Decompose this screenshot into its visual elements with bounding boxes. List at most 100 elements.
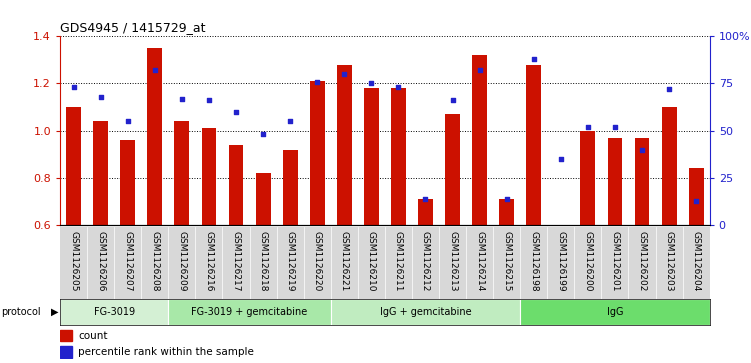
- Bar: [364, 88, 379, 225]
- Text: percentile rank within the sample: percentile rank within the sample: [78, 347, 254, 357]
- Bar: [683, 227, 710, 299]
- Point: [95, 94, 107, 99]
- Bar: [439, 227, 466, 299]
- Text: GSM1126202: GSM1126202: [638, 231, 647, 291]
- Bar: [309, 81, 324, 225]
- Text: FG-3019: FG-3019: [94, 307, 134, 317]
- Point: [501, 196, 513, 201]
- Text: GSM1126210: GSM1126210: [366, 231, 376, 291]
- Point: [555, 156, 567, 162]
- Bar: [575, 227, 602, 299]
- Bar: [330, 227, 357, 299]
- Point: [284, 118, 296, 124]
- Bar: [553, 225, 569, 265]
- Bar: [466, 227, 493, 299]
- Text: GSM1126216: GSM1126216: [204, 231, 213, 291]
- Point: [393, 84, 405, 90]
- Bar: [337, 65, 351, 225]
- Bar: [330, 299, 520, 325]
- Point: [447, 98, 459, 103]
- Bar: [282, 150, 297, 225]
- Text: GSM1126204: GSM1126204: [692, 231, 701, 291]
- Bar: [412, 227, 439, 299]
- Bar: [520, 227, 547, 299]
- Bar: [141, 227, 168, 299]
- Text: GDS4945 / 1415729_at: GDS4945 / 1415729_at: [60, 21, 206, 34]
- Text: GSM1126205: GSM1126205: [69, 231, 78, 291]
- Text: IgG + gemcitabine: IgG + gemcitabine: [380, 307, 472, 317]
- Text: GSM1126207: GSM1126207: [123, 231, 132, 291]
- Bar: [602, 227, 629, 299]
- Text: GSM1126198: GSM1126198: [529, 231, 538, 291]
- Point: [474, 68, 486, 73]
- Bar: [255, 173, 270, 225]
- Text: GSM1126209: GSM1126209: [177, 231, 186, 291]
- Bar: [303, 227, 330, 299]
- Bar: [547, 227, 575, 299]
- Bar: [445, 114, 460, 225]
- Bar: [201, 128, 216, 225]
- Point: [609, 124, 621, 130]
- Point: [68, 84, 80, 90]
- Text: GSM1126219: GSM1126219: [285, 231, 294, 291]
- Bar: [120, 140, 135, 225]
- Text: GSM1126214: GSM1126214: [475, 231, 484, 291]
- Bar: [60, 227, 87, 299]
- Point: [365, 81, 377, 86]
- Bar: [249, 227, 276, 299]
- Text: GSM1126221: GSM1126221: [339, 231, 348, 291]
- Bar: [228, 145, 243, 225]
- Text: IgG: IgG: [607, 307, 623, 317]
- Text: GSM1126212: GSM1126212: [421, 231, 430, 291]
- Text: GSM1126201: GSM1126201: [611, 231, 620, 291]
- Point: [690, 197, 702, 203]
- Bar: [60, 330, 72, 341]
- Bar: [195, 227, 222, 299]
- Text: GSM1126217: GSM1126217: [231, 231, 240, 291]
- Point: [311, 79, 323, 85]
- Bar: [493, 227, 520, 299]
- Bar: [662, 107, 677, 225]
- Bar: [608, 138, 623, 225]
- Bar: [635, 138, 650, 225]
- Point: [257, 131, 269, 137]
- Bar: [656, 227, 683, 299]
- Bar: [222, 227, 249, 299]
- Text: GSM1126208: GSM1126208: [150, 231, 159, 291]
- Text: GSM1126200: GSM1126200: [584, 231, 593, 291]
- Text: GSM1126213: GSM1126213: [448, 231, 457, 291]
- Bar: [629, 227, 656, 299]
- Bar: [66, 107, 81, 225]
- Bar: [499, 199, 514, 225]
- Bar: [174, 121, 189, 225]
- Text: GSM1126199: GSM1126199: [556, 231, 566, 291]
- Text: GSM1126220: GSM1126220: [312, 231, 321, 291]
- Bar: [93, 121, 108, 225]
- Bar: [472, 55, 487, 225]
- Text: GSM1126203: GSM1126203: [665, 231, 674, 291]
- Bar: [168, 299, 330, 325]
- Point: [420, 196, 432, 201]
- Point: [230, 109, 242, 115]
- Bar: [147, 48, 162, 225]
- Point: [636, 147, 648, 152]
- Point: [582, 124, 594, 130]
- Point: [528, 56, 540, 62]
- Text: ▶: ▶: [51, 307, 59, 317]
- Bar: [391, 88, 406, 225]
- Point: [176, 96, 188, 102]
- Bar: [526, 65, 541, 225]
- Point: [149, 68, 161, 73]
- Text: protocol: protocol: [2, 307, 41, 317]
- Bar: [418, 199, 433, 225]
- Bar: [385, 227, 412, 299]
- Text: GSM1126206: GSM1126206: [96, 231, 105, 291]
- Point: [663, 86, 675, 92]
- Text: GSM1126215: GSM1126215: [502, 231, 511, 291]
- Bar: [276, 227, 303, 299]
- Bar: [581, 131, 596, 225]
- Point: [203, 98, 215, 103]
- Text: count: count: [78, 331, 108, 341]
- Text: GSM1126218: GSM1126218: [258, 231, 267, 291]
- Bar: [357, 227, 385, 299]
